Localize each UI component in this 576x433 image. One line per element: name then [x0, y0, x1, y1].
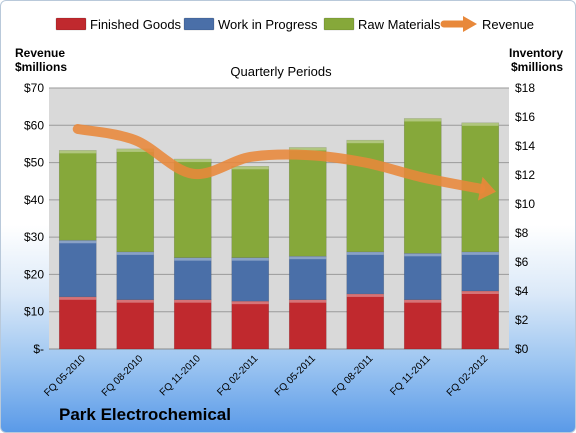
x-tick-label: FQ 05-2010	[42, 353, 88, 399]
raw-materials-bar	[58, 150, 97, 241]
left-tick-label: $40	[24, 193, 44, 207]
left-tick-label: $50	[24, 156, 44, 170]
revenue-line	[72, 124, 496, 201]
raw-materials-bar	[288, 147, 327, 257]
right-tick-label: $10	[515, 197, 535, 211]
finished-goods-bar-highlight	[116, 299, 154, 303]
x-tick-label: FQ 05-2011	[273, 353, 318, 398]
wip-bar-highlight	[231, 257, 269, 261]
right-axis-title-line: $millions	[511, 60, 563, 74]
wip-bar	[231, 257, 270, 302]
wip-bar-highlight	[116, 251, 154, 255]
right-tick-label: $14	[515, 139, 535, 153]
wip-bar	[403, 253, 442, 301]
x-tick-label: FQ 11-2010	[158, 353, 203, 398]
finished-goods-bar-highlight	[461, 291, 499, 294]
raw-materials-bar	[231, 166, 270, 258]
raw-materials-bar	[116, 148, 155, 253]
finished-goods-bar	[288, 299, 327, 350]
wip-bar-highlight	[59, 240, 97, 244]
left-axis-title: Revenue$millions	[15, 46, 67, 74]
raw-materials-bar-highlight	[404, 118, 442, 122]
revenue-arrowhead-icon	[463, 16, 477, 32]
left-axis-title-line: $millions	[15, 60, 67, 74]
x-tick-label: FQ 08-2010	[100, 353, 146, 399]
left-tick-label: $10	[24, 305, 44, 319]
bars	[58, 118, 500, 350]
wip-bar	[116, 251, 155, 301]
wip-bar	[288, 255, 327, 300]
wip-bar	[173, 257, 212, 300]
chart-subtitle: Quarterly Periods	[230, 64, 332, 79]
legend-label: Work in Progress	[218, 17, 318, 32]
right-axis-title: Inventory$millions	[509, 46, 563, 74]
raw-materials-bar-highlight	[461, 122, 499, 126]
left-tick-label: $20	[24, 267, 44, 281]
right-tick-label: $0	[515, 342, 529, 356]
raw-materials-bar-highlight	[346, 140, 384, 144]
finished-goods-bar	[58, 296, 97, 350]
finished-goods-bar	[231, 300, 270, 350]
swatch-blue-icon	[183, 17, 215, 31]
finished-goods-bar	[173, 299, 212, 350]
wip-bar-highlight	[346, 251, 384, 255]
right-tick-label: $16	[515, 110, 535, 124]
finished-goods-bar-highlight	[346, 293, 384, 297]
finished-goods-bar-highlight	[59, 296, 97, 300]
legend-label: Finished Goods	[90, 17, 182, 32]
raw-materials-bar-highlight	[289, 147, 327, 151]
finished-goods-bar-highlight	[174, 299, 212, 303]
finished-goods-bar-highlight	[289, 299, 327, 303]
finished-goods-bar-highlight	[404, 299, 442, 303]
left-axis-title-line: Revenue	[15, 46, 65, 60]
wip-bar-highlight	[289, 256, 327, 260]
legend: Finished Goods Work in Progress Raw Materi…	[55, 16, 534, 32]
wip-bar	[58, 239, 97, 298]
raw-materials-bar-highlight	[59, 150, 97, 154]
company-name: Park Electrochemical	[59, 405, 231, 424]
left-axis-ticks: $- $10 $20 $30 $40 $50 $60 $70	[24, 81, 44, 356]
finished-goods-bar	[346, 293, 385, 350]
x-tick-label: FQ 11-2011	[388, 353, 433, 398]
right-tick-label: $18	[515, 81, 535, 95]
x-tick-label: FQ 08-2011	[330, 353, 375, 398]
swatch-green-icon	[323, 17, 355, 31]
left-tick-label: $60	[24, 118, 44, 132]
finished-goods-bar	[461, 290, 500, 350]
left-tick-label: $30	[24, 230, 44, 244]
right-tick-label: $4	[515, 284, 529, 298]
wip-bar	[461, 251, 500, 292]
finished-goods-bar	[403, 299, 442, 350]
raw-materials-bar-highlight	[231, 166, 269, 170]
raw-materials-bar	[403, 118, 442, 254]
legend-label: Raw Materials	[358, 17, 441, 32]
finished-goods-bar-highlight	[231, 301, 269, 305]
wip-bar	[346, 251, 385, 295]
right-tick-label: $8	[515, 226, 529, 240]
wip-bar-highlight	[461, 251, 499, 255]
right-axis-title-line: Inventory	[509, 46, 563, 60]
revenue-curve	[72, 124, 486, 194]
swatch-red-icon	[55, 17, 87, 31]
right-tick-label: $2	[515, 313, 529, 327]
right-axis-ticks: $0 $2 $4 $6 $8 $10 $12 $14 $16 $18	[515, 81, 535, 356]
wip-bar-highlight	[404, 253, 442, 257]
legend-label: Revenue	[482, 17, 534, 32]
left-tick-label: $-	[33, 342, 44, 356]
x-tick-label: FQ 02-2011	[215, 353, 260, 398]
x-axis-ticks: FQ 05-2010 FQ 08-2010 FQ 11-2010 FQ 02-2011…	[42, 353, 490, 399]
revenue-arrowhead	[477, 176, 496, 201]
wip-bar-highlight	[174, 257, 212, 261]
x-tick-label: FQ 02-2012	[445, 353, 491, 399]
right-tick-label: $12	[515, 168, 535, 182]
left-tick-label: $70	[24, 81, 44, 95]
finished-goods-bar	[116, 299, 155, 350]
raw-materials-bar-highlight	[116, 148, 154, 152]
raw-materials-bar-highlight	[174, 159, 212, 163]
right-tick-label: $6	[515, 255, 529, 269]
